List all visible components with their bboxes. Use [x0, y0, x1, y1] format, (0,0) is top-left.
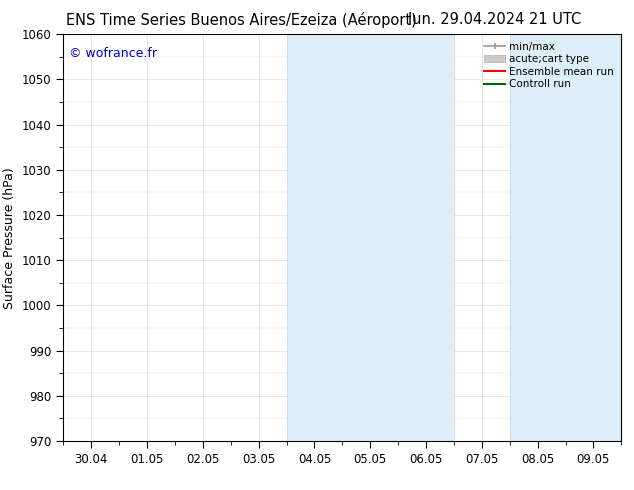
Bar [287, 34, 454, 441]
Y-axis label: Surface Pressure (hPa): Surface Pressure (hPa) [3, 167, 16, 309]
Text: ENS Time Series Buenos Aires/Ezeiza (Aéroport): ENS Time Series Buenos Aires/Ezeiza (Aér… [65, 12, 417, 28]
Legend: min/max, acute;cart type, Ensemble mean run, Controll run: min/max, acute;cart type, Ensemble mean … [480, 37, 618, 94]
Text: lun. 29.04.2024 21 UTC: lun. 29.04.2024 21 UTC [408, 12, 581, 27]
Bar [510, 34, 633, 441]
Text: © wofrance.fr: © wofrance.fr [69, 47, 157, 59]
